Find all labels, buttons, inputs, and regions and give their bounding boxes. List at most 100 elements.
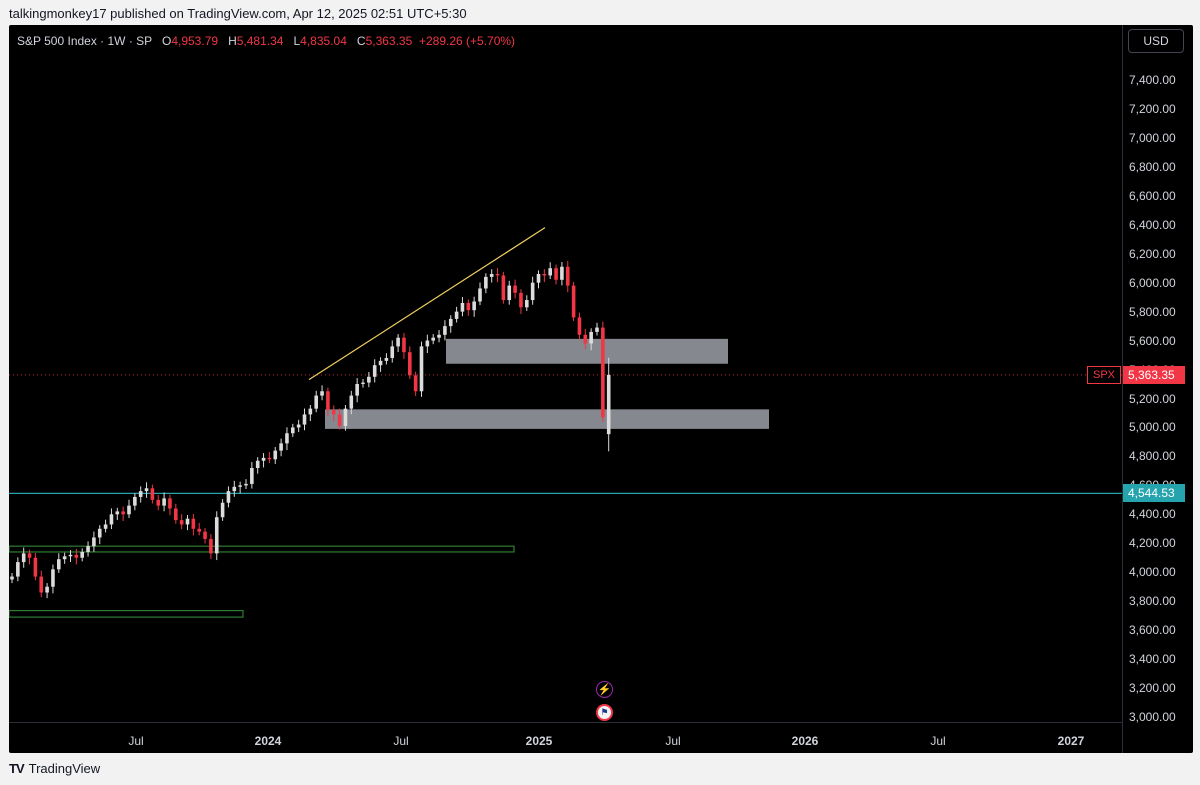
candle-body xyxy=(419,346,424,392)
candle-body xyxy=(367,376,371,383)
candle-body xyxy=(454,311,459,319)
candle-body xyxy=(331,410,336,415)
candle-body xyxy=(127,505,131,515)
price-tick-label: 7,200.00 xyxy=(1129,101,1176,116)
trendline xyxy=(308,227,546,381)
candle-body xyxy=(460,302,465,312)
time-tick-label: 2024 xyxy=(254,734,282,748)
candle-body xyxy=(138,491,143,497)
candle-body xyxy=(197,528,201,532)
candle-body xyxy=(261,457,266,461)
low-label: L xyxy=(293,34,301,48)
price-tick-label: 6,000.00 xyxy=(1129,275,1176,290)
candle-body xyxy=(21,553,26,563)
spx-symbol-tag: SPX xyxy=(1087,365,1122,384)
candle-body xyxy=(390,346,395,358)
candle-body xyxy=(560,266,564,280)
candle-body xyxy=(144,488,149,492)
symbol-legend: S&P 500 Index · 1W · SP O4,953.79 H5,481… xyxy=(17,34,515,48)
time-axis-divider xyxy=(9,722,1122,723)
high-value: 5,481.34 xyxy=(236,34,284,48)
candle-body xyxy=(595,327,599,332)
candle-body xyxy=(168,498,172,509)
symbol-name: S&P 500 Index · 1W · SP xyxy=(17,34,152,48)
close-value: 5,363.35 xyxy=(365,34,413,48)
candle-body xyxy=(355,384,359,396)
candle-body xyxy=(589,331,593,344)
candle-body xyxy=(133,496,137,506)
candle-body xyxy=(174,508,178,521)
candle-body xyxy=(448,318,453,327)
us-flag-event-icon[interactable]: ⚑ xyxy=(596,704,613,721)
price-chart[interactable] xyxy=(9,25,1193,753)
candle-body xyxy=(349,395,354,409)
candle-body xyxy=(103,524,108,529)
candle-body xyxy=(472,301,476,311)
candle-body xyxy=(279,443,283,451)
candle-body xyxy=(86,546,90,552)
candle-body xyxy=(162,498,166,506)
chart-panel[interactable]: S&P 500 Index · 1W · SP O4,953.79 H5,481… xyxy=(9,25,1193,753)
candle-body xyxy=(214,517,219,554)
price-tick-label: 5,800.00 xyxy=(1129,304,1176,319)
candle-body xyxy=(302,414,307,425)
price-tick-label: 4,000.00 xyxy=(1129,565,1176,580)
candle-body xyxy=(255,460,260,468)
price-tick-label: 6,800.00 xyxy=(1129,159,1176,174)
candle-body xyxy=(250,467,254,484)
candle-body xyxy=(16,562,20,577)
candle-body xyxy=(150,488,155,500)
candle-body xyxy=(68,554,73,557)
candle-body xyxy=(209,538,213,554)
candle-body xyxy=(536,273,541,283)
candle-body xyxy=(343,408,348,427)
candle-body xyxy=(80,551,84,558)
candle-body xyxy=(408,352,412,376)
candle-body xyxy=(425,340,430,347)
candle-body xyxy=(97,528,102,538)
candle-body xyxy=(530,282,535,301)
currency-selector[interactable]: USD xyxy=(1128,29,1184,53)
candle-body xyxy=(92,537,96,547)
price-tick-label: 7,400.00 xyxy=(1129,73,1176,87)
candle-body xyxy=(62,556,67,560)
tradingview-logo[interactable]: TV TradingView xyxy=(9,761,100,776)
candle-body xyxy=(396,337,400,347)
price-tick-label: 3,600.00 xyxy=(1129,623,1176,638)
candle-body xyxy=(413,375,418,392)
low-value: 4,835.04 xyxy=(300,34,347,48)
candle-body xyxy=(542,273,547,276)
price-tick-label: 5,600.00 xyxy=(1129,333,1176,348)
candle-body xyxy=(577,317,582,335)
candle-body xyxy=(308,408,313,415)
candle-body xyxy=(203,531,207,539)
candle-body xyxy=(326,391,330,411)
open-value: 4,953.79 xyxy=(171,34,219,48)
price-tick-label: 3,400.00 xyxy=(1129,652,1176,667)
time-tick-label: Jul xyxy=(393,734,409,748)
close-label: C xyxy=(356,34,366,48)
candle-body xyxy=(238,485,242,487)
candle-body xyxy=(437,334,441,338)
tradingview-mark-icon: TV xyxy=(9,761,25,776)
candle-body xyxy=(285,433,289,444)
candle-body xyxy=(121,511,125,515)
lightning-event-icon[interactable]: ⚡ xyxy=(596,681,613,698)
open-label: O xyxy=(161,34,172,48)
price-tick-label: 3,800.00 xyxy=(1129,594,1176,609)
candle-body xyxy=(45,586,49,593)
price-tick-label: 6,200.00 xyxy=(1129,246,1176,261)
candle-body xyxy=(337,414,342,427)
candle-body xyxy=(489,273,494,277)
price-tick-label: 6,600.00 xyxy=(1129,188,1176,203)
price-tick-label: 4,200.00 xyxy=(1129,536,1176,551)
candle-body xyxy=(191,518,196,529)
candle-body xyxy=(273,450,278,460)
candle-body xyxy=(320,391,324,396)
candle-body xyxy=(291,427,295,434)
candle-body xyxy=(314,395,318,409)
price-tick-label: 4,400.00 xyxy=(1129,507,1176,522)
gray-zone-lower xyxy=(325,409,769,429)
candle-body xyxy=(548,268,552,276)
candle-body xyxy=(501,275,506,301)
